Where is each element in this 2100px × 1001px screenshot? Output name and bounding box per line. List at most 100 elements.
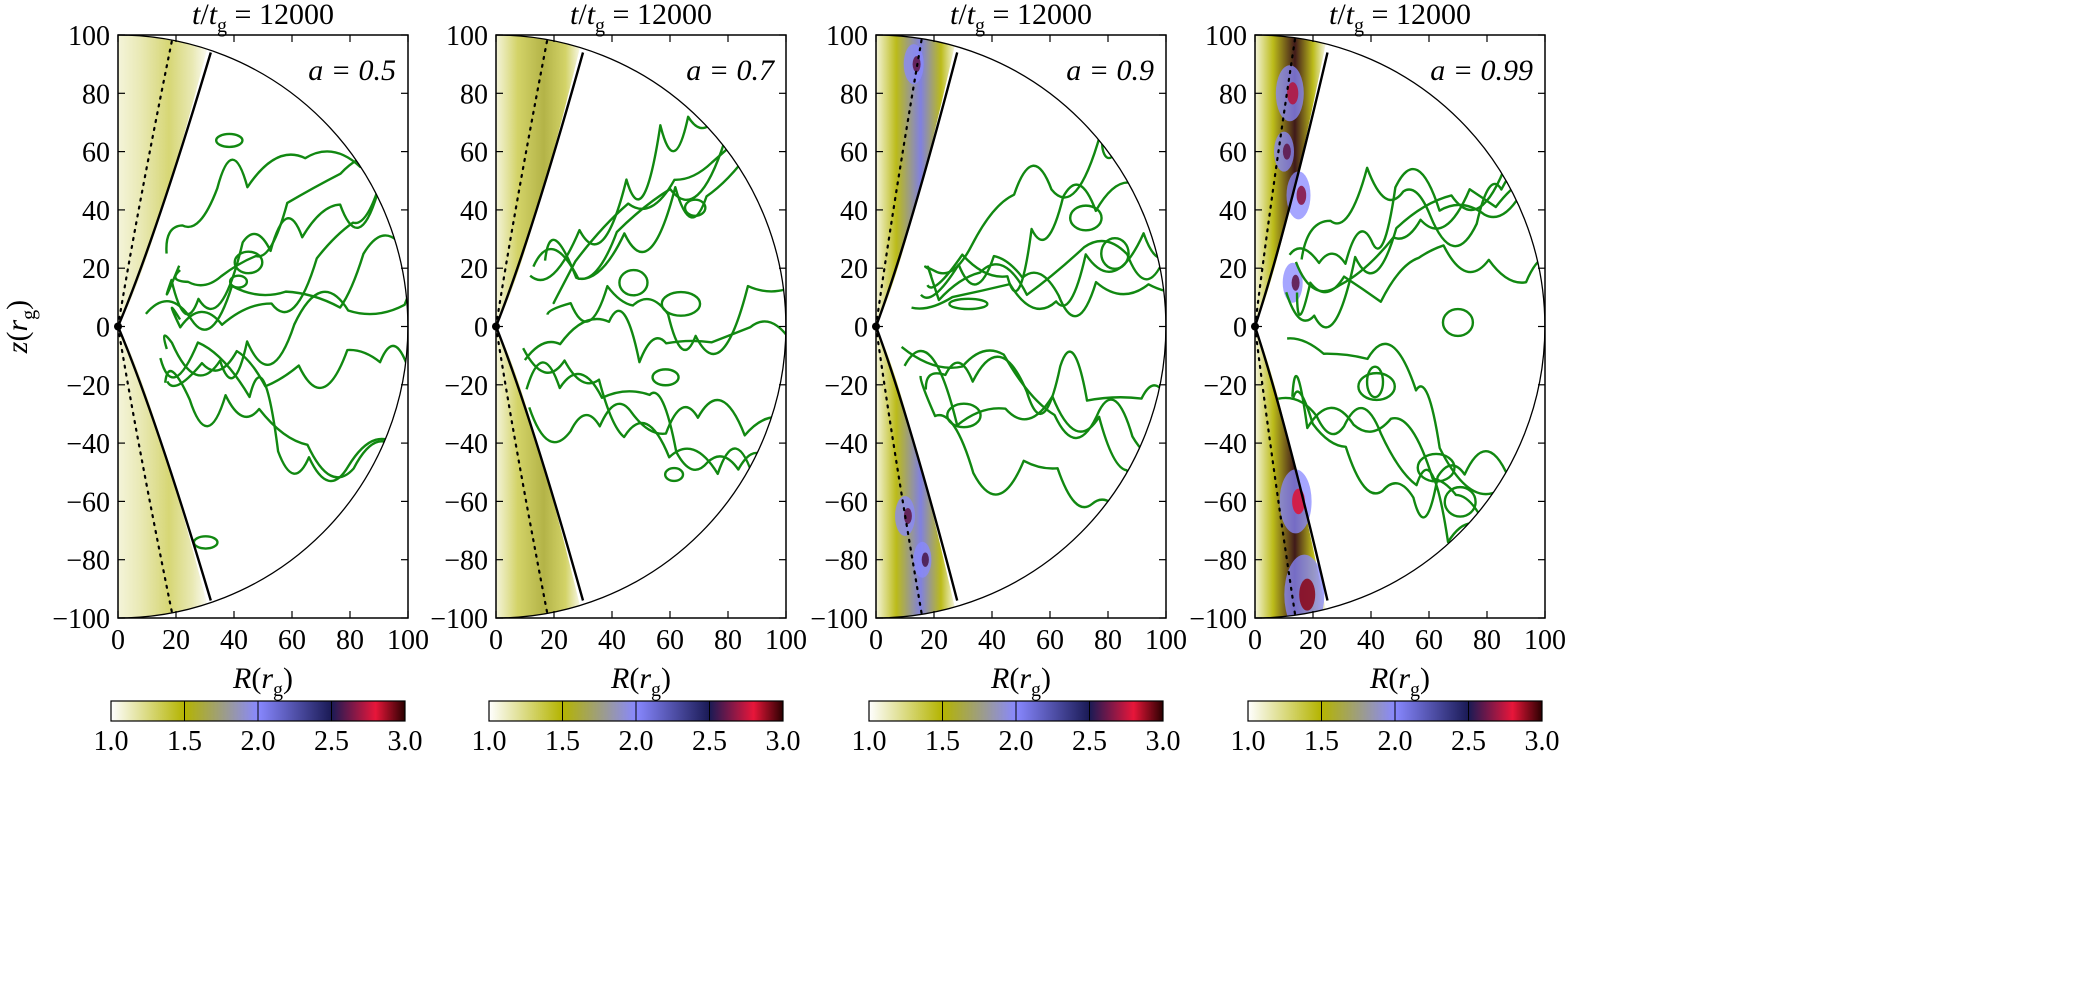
y-tick-label: −40 <box>1203 429 1247 460</box>
x-tick-label: 80 <box>1094 625 1122 656</box>
contour-loop <box>233 250 264 275</box>
contour-line <box>911 163 1166 311</box>
contour-line <box>903 349 1166 539</box>
contour-line <box>552 35 786 305</box>
x-axis-label: R(rg) <box>990 662 1051 701</box>
contour-line <box>926 168 1166 302</box>
panel-title: t/tg = 12000 <box>570 0 712 37</box>
colorbar-tick-label: 3.0 <box>388 726 423 757</box>
contour-loop <box>228 274 249 289</box>
contour-line <box>1300 120 1545 260</box>
contour-line <box>1277 396 1545 577</box>
colorbar-tick-label: 3.0 <box>766 726 801 757</box>
y-tick-label: 0 <box>96 313 110 344</box>
contour-line <box>1285 104 1545 329</box>
x-tick-label: 20 <box>920 625 948 656</box>
x-axis-label: R(rg) <box>232 662 293 701</box>
contour-line <box>923 35 1166 275</box>
y-tick-label: −80 <box>444 546 488 577</box>
jet-funnel <box>1255 35 1328 618</box>
hot-spot-core <box>1291 274 1300 291</box>
y-tick-label: 80 <box>840 79 868 110</box>
y-tick-label: −60 <box>1203 487 1247 518</box>
colorbar-tick-label: 3.0 <box>1146 726 1181 757</box>
x-tick-label: 100 <box>1145 625 1187 656</box>
spin-label: a = 0.7 <box>686 54 776 87</box>
y-tick-label: 0 <box>474 313 488 344</box>
hot-spot-core <box>1299 578 1316 611</box>
contour-loop <box>651 368 680 387</box>
contour-loop <box>1416 452 1456 483</box>
y-tick-label: 80 <box>82 79 110 110</box>
x-tick-label: 100 <box>387 625 429 656</box>
y-tick-label: −80 <box>66 546 110 577</box>
contour-line <box>144 218 408 331</box>
y-tick-label: 80 <box>1219 79 1247 110</box>
dotted-line-upper <box>118 35 175 328</box>
colorbar-tick-label: 2.5 <box>1451 726 1486 757</box>
jet-boundary-upper <box>118 52 212 327</box>
jet-boundary-lower <box>118 326 212 601</box>
dotted-line-upper <box>496 35 550 328</box>
y-tick-label: 60 <box>840 138 868 169</box>
x-tick-label: 100 <box>1524 625 1566 656</box>
contour-line <box>920 254 1166 318</box>
jet-boundary-lower <box>496 326 585 601</box>
contour-loop <box>1365 365 1385 399</box>
dotted-line-upper <box>1255 35 1297 328</box>
x-tick-label: 0 <box>489 625 503 656</box>
y-tick-label: 20 <box>460 254 488 285</box>
colorbar-tick-label: 1.0 <box>94 726 129 757</box>
hot-spot-core <box>1296 185 1307 205</box>
y-tick-label: 20 <box>82 254 110 285</box>
colorbar-tick-label: 3.0 <box>1525 726 1560 757</box>
spin-label: a = 0.99 <box>1430 54 1533 87</box>
y-tick-label: −80 <box>824 546 868 577</box>
x-tick-label: 80 <box>1473 625 1501 656</box>
contour-line <box>523 309 786 395</box>
y-tick-label: 100 <box>446 21 488 52</box>
y-tick-label: 0 <box>854 313 868 344</box>
contour-loop <box>946 402 982 429</box>
y-tick-label: −60 <box>66 487 110 518</box>
contour-line <box>162 280 408 380</box>
contour-line <box>1294 92 1545 293</box>
contour-loop <box>1443 485 1477 518</box>
dotted-line-upper <box>876 35 924 328</box>
colorbar-tick-label: 1.0 <box>472 726 507 757</box>
y-tick-label: −60 <box>824 487 868 518</box>
contour-line <box>159 341 408 494</box>
jet-boundary-lower <box>1255 326 1329 601</box>
x-tick-label: 40 <box>1357 625 1385 656</box>
y-tick-label: 20 <box>1219 254 1247 285</box>
colorbar-tick-label: 2.0 <box>619 726 654 757</box>
y-tick-label: −40 <box>66 429 110 460</box>
contour-line <box>164 370 408 479</box>
contour-line <box>165 147 408 316</box>
y-tick-label: 40 <box>82 196 110 227</box>
contour-loop <box>214 132 244 149</box>
colorbar-tick-label: 2.0 <box>1378 726 1413 757</box>
y-tick-label: 20 <box>840 254 868 285</box>
panel-4: 0 20 40 60 80 100 100 80 60 40 20 0 −20 −40 −60 −80 −100… <box>1189 0 1566 757</box>
y-tick-label: −40 <box>824 429 868 460</box>
contour-line <box>532 55 786 280</box>
panel-title: t/tg = 12000 <box>192 0 334 37</box>
spin-label: a = 0.9 <box>1066 54 1154 87</box>
dotted-line-lower <box>496 325 550 618</box>
y-tick-label: −20 <box>66 371 110 402</box>
colorbar-tick-label: 2.5 <box>692 726 727 757</box>
hot-spot-core <box>903 507 912 524</box>
hot-spot-core <box>921 552 929 567</box>
contour-line <box>174 121 408 287</box>
contour-line <box>546 240 786 356</box>
colorbar-tick-label: 1.5 <box>925 726 960 757</box>
dotted-line-lower <box>876 325 924 618</box>
contour-loop <box>1357 371 1396 402</box>
y-tick-label: −80 <box>1203 546 1247 577</box>
x-tick-label: 20 <box>1299 625 1327 656</box>
contour-loop <box>192 535 219 550</box>
y-tick-label: −20 <box>824 371 868 402</box>
y-tick-label: 80 <box>460 79 488 110</box>
contour-loop <box>350 502 377 523</box>
